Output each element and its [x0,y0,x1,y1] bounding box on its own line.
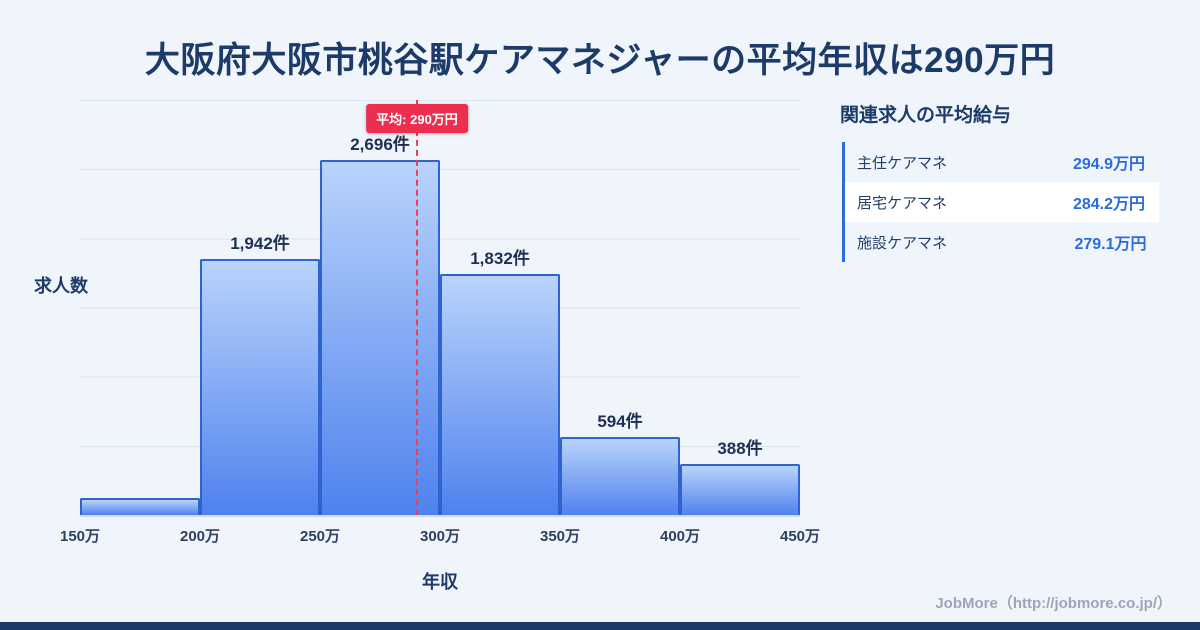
histogram-bar: 594件 [560,412,680,515]
job-type-label: 施設ケアマネ [857,234,948,252]
page-title: 大阪府大阪市桃谷駅ケアマネジャーの平均年収は290万円 [144,41,1056,80]
related-salary-panel-title: 関連求人の平均給与 [840,105,1012,126]
job-type-label: 主任ケアマネ [857,154,948,172]
histogram-plot-area: 1,942件 2,696件 1,832件 594件 388件 平均: 290万円 150… [60,100,820,545]
table-row: 主任ケアマネ 294.9万円 [844,142,1159,182]
x-tick-label: 250万 [299,528,341,545]
histogram-bar: 1,832件 [440,249,560,515]
job-salary-value: 284.2万円 [1072,196,1145,213]
table-row: 居宅ケアマネ 284.2万円 [843,182,1159,222]
histogram-bar: 1,942件 [200,234,320,515]
job-salary-value: 279.1万円 [1074,236,1147,253]
average-line: 平均: 290万円 [366,100,468,515]
x-tick-label: 300万 [419,528,461,545]
bar-value-label: 388件 [717,438,763,458]
bar-value-label: 594件 [597,411,643,431]
table-row: 施設ケアマネ 279.1万円 [844,222,1159,262]
job-salary-value: 294.9万円 [1072,156,1145,173]
x-tick-label: 450万 [779,528,821,545]
x-tick-label: 350万 [539,528,581,545]
bar-value-label: 1,832件 [470,248,530,268]
x-tick-label: 150万 [59,528,101,545]
average-badge: 平均: 290万円 [366,104,468,133]
histogram-bar [80,497,200,515]
histogram-bar: 2,696件 [320,135,440,515]
x-tick-label: 200万 [179,528,221,545]
histogram-bar: 388件 [680,439,800,515]
bar-value-label: 2,696件 [350,134,410,154]
y-axis-label: 求人数 [34,276,88,296]
x-axis-label: 年収 [422,572,458,592]
footer-bar [0,622,1200,630]
bar-value-label: 1,942件 [230,234,290,254]
x-tick-label: 400万 [659,528,701,545]
job-type-label: 居宅ケアマネ [857,194,948,212]
site-credit: JobMore（http://jobmore.co.jp/） [935,595,1172,612]
related-salary-table: 主任ケアマネ 294.9万円 居宅ケアマネ 284.2万円 施設ケアマネ 279… [842,142,1160,262]
